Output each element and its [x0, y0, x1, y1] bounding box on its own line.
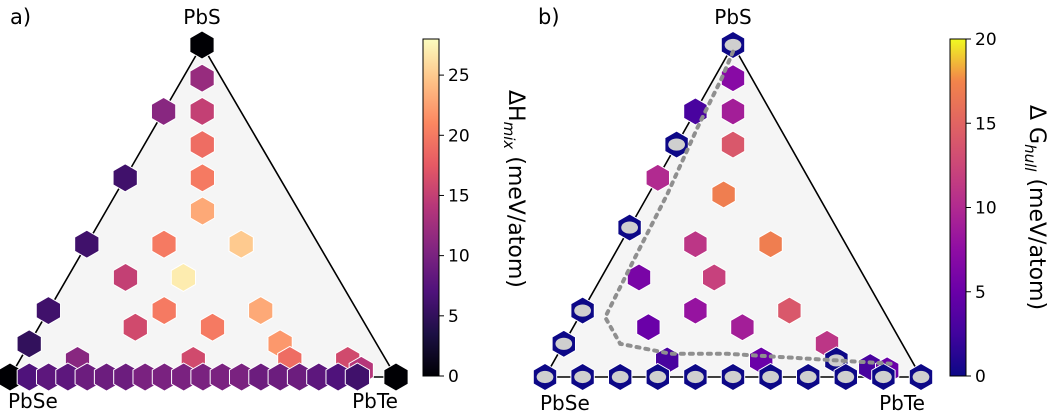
colorbar-tick-label: 20 [448, 126, 470, 146]
hex-cell [151, 296, 177, 326]
hex-cell [150, 96, 177, 126]
hex-cell [636, 313, 661, 342]
colorbar-a-label-unit: (meV/atom) [503, 156, 528, 288]
corner-label-left-a: PbSe [8, 389, 58, 413]
hex-cell [344, 362, 371, 392]
hex-cell [228, 229, 254, 259]
stable-phase-marker [536, 370, 554, 384]
stable-phase-marker [611, 370, 629, 384]
stable-phase-marker [574, 304, 591, 317]
colorbar-a-label-sub: mix [500, 122, 518, 150]
stable-phase-marker [668, 138, 685, 151]
corner-label-top-b: PbS [714, 5, 751, 29]
colorbar-a: 0 5 10 15 20 25 ΔHmix (meV/atom) [422, 38, 528, 387]
stable-phase-marker [724, 38, 742, 52]
hex-cell [730, 313, 755, 342]
hex-cell [702, 263, 727, 292]
panel-label-a: a) [10, 5, 31, 29]
colorbar-tick-label: 0 [448, 367, 459, 387]
stable-phase-marker [574, 370, 591, 384]
colorbar-a-label: ΔHmix (meV/atom) [500, 90, 528, 288]
colorbar-a-label-gap [503, 149, 528, 156]
colorbar-a-bar [422, 38, 440, 377]
colorbar-a-ticks: 0 5 10 15 20 25 [439, 66, 470, 387]
hex-cell [683, 296, 708, 325]
hex-cell [720, 64, 746, 93]
colorbar-tick-label: 15 [448, 186, 470, 206]
hex-cell [151, 229, 177, 259]
colorbar-tick-label: 15 [975, 114, 997, 134]
colorbar-tick-label: 5 [448, 307, 459, 327]
hex-cell [189, 163, 216, 193]
panel-b: b) PbS PbSe PbTe 0 5 10 15 20 Δ Ghull (meV/a… [532, 5, 1048, 415]
colorbar-b-label: Δ Ghull (meV/atom) [1021, 105, 1048, 310]
colorbar-b-ticks: 0 5 10 15 20 [966, 30, 997, 387]
hex-cell [35, 296, 62, 326]
stable-phase-marker [687, 370, 704, 384]
hex-cell [758, 230, 783, 259]
corner-label-top-a: PbS [183, 5, 220, 29]
corner-label-right-b: PbTe [879, 391, 925, 415]
colorbar-b-label-gap [1024, 171, 1048, 178]
stable-phase-marker [912, 370, 930, 384]
hex-cell [112, 163, 138, 193]
hex-cells-b [532, 30, 934, 392]
hex-cell [122, 312, 148, 342]
hex-cell [189, 130, 215, 160]
corner-label-right-a: PbTe [352, 389, 398, 413]
hex-cell [189, 96, 215, 126]
hex-cell [720, 130, 746, 159]
hex-cell [189, 196, 216, 226]
hex-cell [711, 180, 736, 209]
colorbar-tick-label: 10 [448, 247, 470, 267]
stable-phase-marker [799, 370, 817, 384]
corner-label-left-b: PbSe [540, 391, 590, 415]
hex-cell [199, 312, 226, 342]
hex-cell [720, 97, 746, 126]
stable-phase-marker [649, 370, 667, 384]
colorbar-b-bar [949, 38, 967, 377]
colorbar-tick-label: 5 [975, 283, 986, 303]
hex-cells-a [0, 30, 409, 392]
stable-phase-marker [724, 370, 742, 384]
hex-cell [74, 229, 100, 259]
colorbar-b: 0 5 10 15 20 Δ Ghull (meV/atom) [949, 30, 1048, 387]
colorbar-b-label-sub: hull [1021, 144, 1039, 172]
hex-cell [189, 63, 215, 93]
hex-cell [112, 262, 139, 292]
stable-phase-marker [621, 221, 638, 234]
colorbar-b-label-unit: (meV/atom) [1024, 178, 1048, 310]
panel-a: a) PbS PbSe PbTe 0 5 10 15 20 25 ΔHmix (meV/a… [0, 5, 528, 413]
stable-phase-marker [837, 370, 855, 384]
hex-cell [16, 329, 42, 359]
colorbar-b-label-main: Δ G [1024, 105, 1048, 144]
stable-phase-marker [555, 337, 573, 350]
colorbar-tick-label: 25 [448, 66, 470, 86]
colorbar-a-label-main: ΔH [503, 90, 528, 122]
hex-cell [248, 296, 274, 326]
stable-phase-marker [875, 370, 892, 384]
hex-cell [683, 230, 708, 259]
panel-label-b: b) [538, 5, 560, 29]
colorbar-tick-label: 0 [975, 367, 986, 387]
colorbar-tick-label: 10 [975, 199, 997, 219]
stable-phase-marker [762, 370, 779, 384]
hull-boundary-line [602, 49, 893, 366]
colorbar-tick-label: 20 [975, 30, 997, 50]
hex-cell [645, 163, 670, 192]
hex-cell [170, 262, 197, 292]
hex-cell [383, 362, 409, 392]
hex-cell [777, 296, 802, 325]
hex-cell [189, 30, 215, 60]
